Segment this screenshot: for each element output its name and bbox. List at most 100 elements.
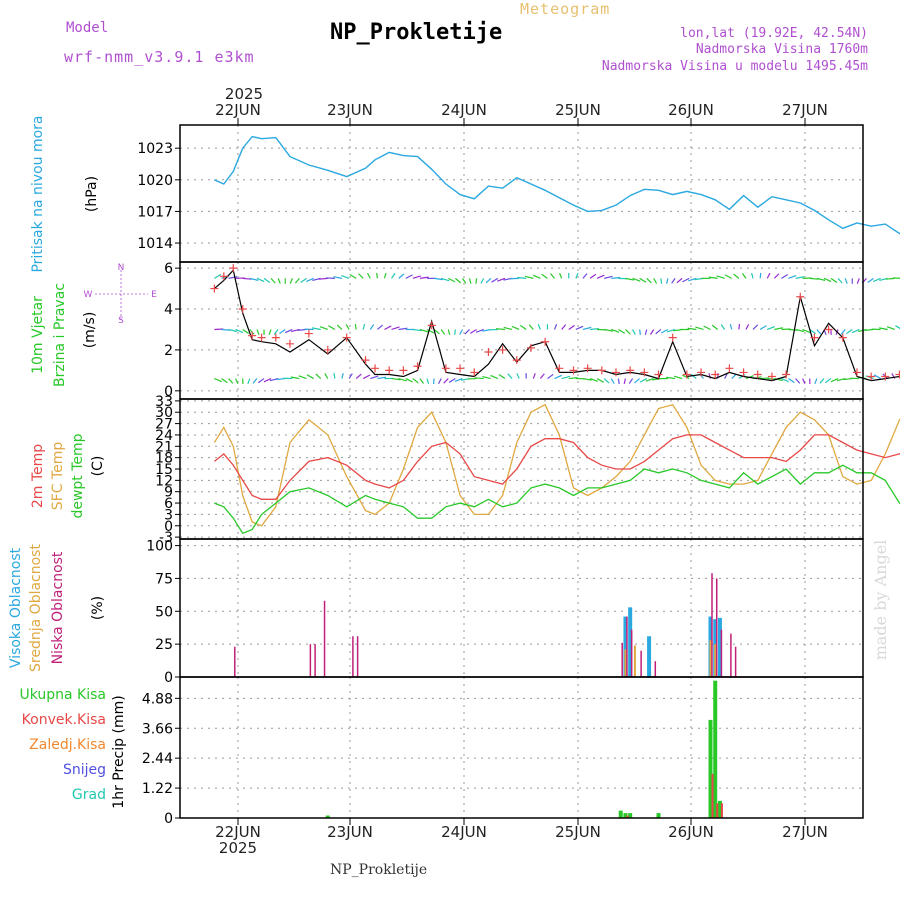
wind-arrow — [214, 274, 222, 279]
y-tick-label: 1.22 — [142, 781, 173, 797]
wind-arrow — [412, 275, 422, 279]
wind-gust-marker — [810, 333, 819, 342]
y-tick-label: 75 — [155, 571, 173, 587]
wind-arrow — [773, 273, 780, 279]
wind-arrow — [242, 277, 252, 280]
wind-arrow — [497, 277, 506, 282]
wind-arrow — [328, 325, 336, 330]
wind-gust-marker — [725, 364, 734, 373]
wind-arrow — [277, 278, 281, 284]
wind-gust-marker — [697, 368, 706, 377]
wind-arrow — [554, 324, 558, 330]
wind-arrow — [355, 373, 362, 380]
wind-arrow — [695, 326, 704, 331]
wind-gust-marker — [640, 368, 649, 377]
high-cloud-bar — [717, 617, 722, 677]
wind-arrow — [214, 377, 222, 383]
y-tick-label: 15 — [155, 462, 173, 478]
wind-arrow — [596, 274, 605, 279]
y-tick-label: 1020 — [137, 173, 173, 189]
wind-arrow — [568, 377, 578, 380]
low-cloud-bar — [734, 646, 737, 677]
wind-arrow — [582, 273, 588, 279]
wind-arrow — [370, 375, 379, 380]
wind-arrow — [766, 272, 771, 279]
y-tick-label: 100 — [146, 539, 173, 555]
y-tick-label: 18 — [155, 451, 173, 467]
temp-title-1: 2m Temp — [30, 444, 46, 508]
low-cloud-bar — [720, 629, 723, 677]
wind-arrow — [745, 324, 750, 330]
wind-arrow — [464, 329, 470, 335]
wind-arrow — [632, 329, 636, 335]
wind-arrow — [547, 373, 554, 380]
wind-arrow — [611, 328, 620, 333]
wind-gust-marker — [753, 370, 762, 379]
wind-arrow — [480, 278, 485, 284]
precip-legend-frozen: Zaledj.Kisa — [29, 737, 106, 753]
wind-arrow — [851, 328, 860, 334]
wind-arrow — [575, 272, 579, 279]
temp-2m-line — [213, 434, 900, 500]
wind-arrow — [537, 324, 541, 330]
page-title: NP_Prokletije — [330, 20, 503, 45]
wind-arrow — [263, 378, 272, 383]
wind-gust-marker — [257, 333, 266, 342]
wind-arrow — [759, 272, 762, 279]
wind-arrow — [228, 328, 238, 333]
wind-gust-marker — [271, 333, 280, 342]
wind-arrow — [349, 274, 357, 279]
y-tick-label: 1023 — [137, 141, 173, 157]
wind-arrow — [383, 272, 387, 279]
wind-arrow — [398, 377, 407, 382]
wind-arrow — [419, 328, 429, 333]
wind-arrow — [673, 375, 683, 380]
day-label-top-24: 24JUN — [441, 101, 487, 119]
wind-arrow — [568, 324, 575, 330]
wind-arrow — [532, 274, 541, 279]
wind-arrow — [434, 277, 443, 281]
y-tick-label: 21 — [155, 439, 173, 455]
wind-arrow — [802, 328, 811, 334]
wind-gust-marker — [512, 356, 521, 365]
low-cloud-bar — [626, 616, 628, 677]
wind-gust-marker — [583, 364, 592, 373]
dewpt-temp-line — [214, 464, 900, 535]
wind-arrow — [333, 276, 343, 279]
mid-cloud-bar — [624, 649, 627, 677]
wind-arrow — [856, 278, 860, 284]
wind-arrow — [589, 377, 598, 382]
wind-arrow — [333, 373, 336, 379]
wind-gust-marker — [371, 364, 380, 373]
wind-arrow — [644, 329, 648, 335]
chart-subtitle: Meteogram — [520, 0, 611, 18]
wind-speed-line — [214, 268, 900, 382]
wind-arrow — [300, 277, 307, 283]
y-tick-label: 6 — [164, 496, 173, 512]
wind-arrow — [440, 277, 450, 282]
y-tick-label: 0 — [164, 519, 173, 535]
low-cloud-bar — [234, 646, 236, 677]
wind-arrow — [865, 375, 874, 380]
wind-arrow — [610, 378, 615, 384]
wind-gust-marker — [782, 370, 791, 379]
low-cloud-bar — [715, 578, 718, 677]
wind-arrow — [426, 328, 435, 334]
wind-arrow — [366, 272, 371, 279]
wind-arrow — [774, 377, 783, 382]
precip-conv-bar — [716, 803, 719, 818]
wind-arrow — [589, 273, 597, 279]
wind-arrow — [781, 274, 789, 279]
wind-arrow — [290, 376, 300, 380]
cloud-title-1: Visoka Oblacnost — [8, 547, 24, 668]
wind-gust-marker — [385, 366, 394, 375]
precip-legend-snow: Snijeg — [63, 762, 106, 778]
wind-arrow — [611, 276, 621, 279]
wind-arrow — [517, 276, 527, 279]
y-tick-label: 3.66 — [142, 721, 173, 737]
wind-arrow — [846, 328, 853, 335]
wind-arrow — [519, 324, 527, 330]
wind-arrow — [284, 328, 293, 334]
wind-gust-marker — [626, 366, 635, 375]
